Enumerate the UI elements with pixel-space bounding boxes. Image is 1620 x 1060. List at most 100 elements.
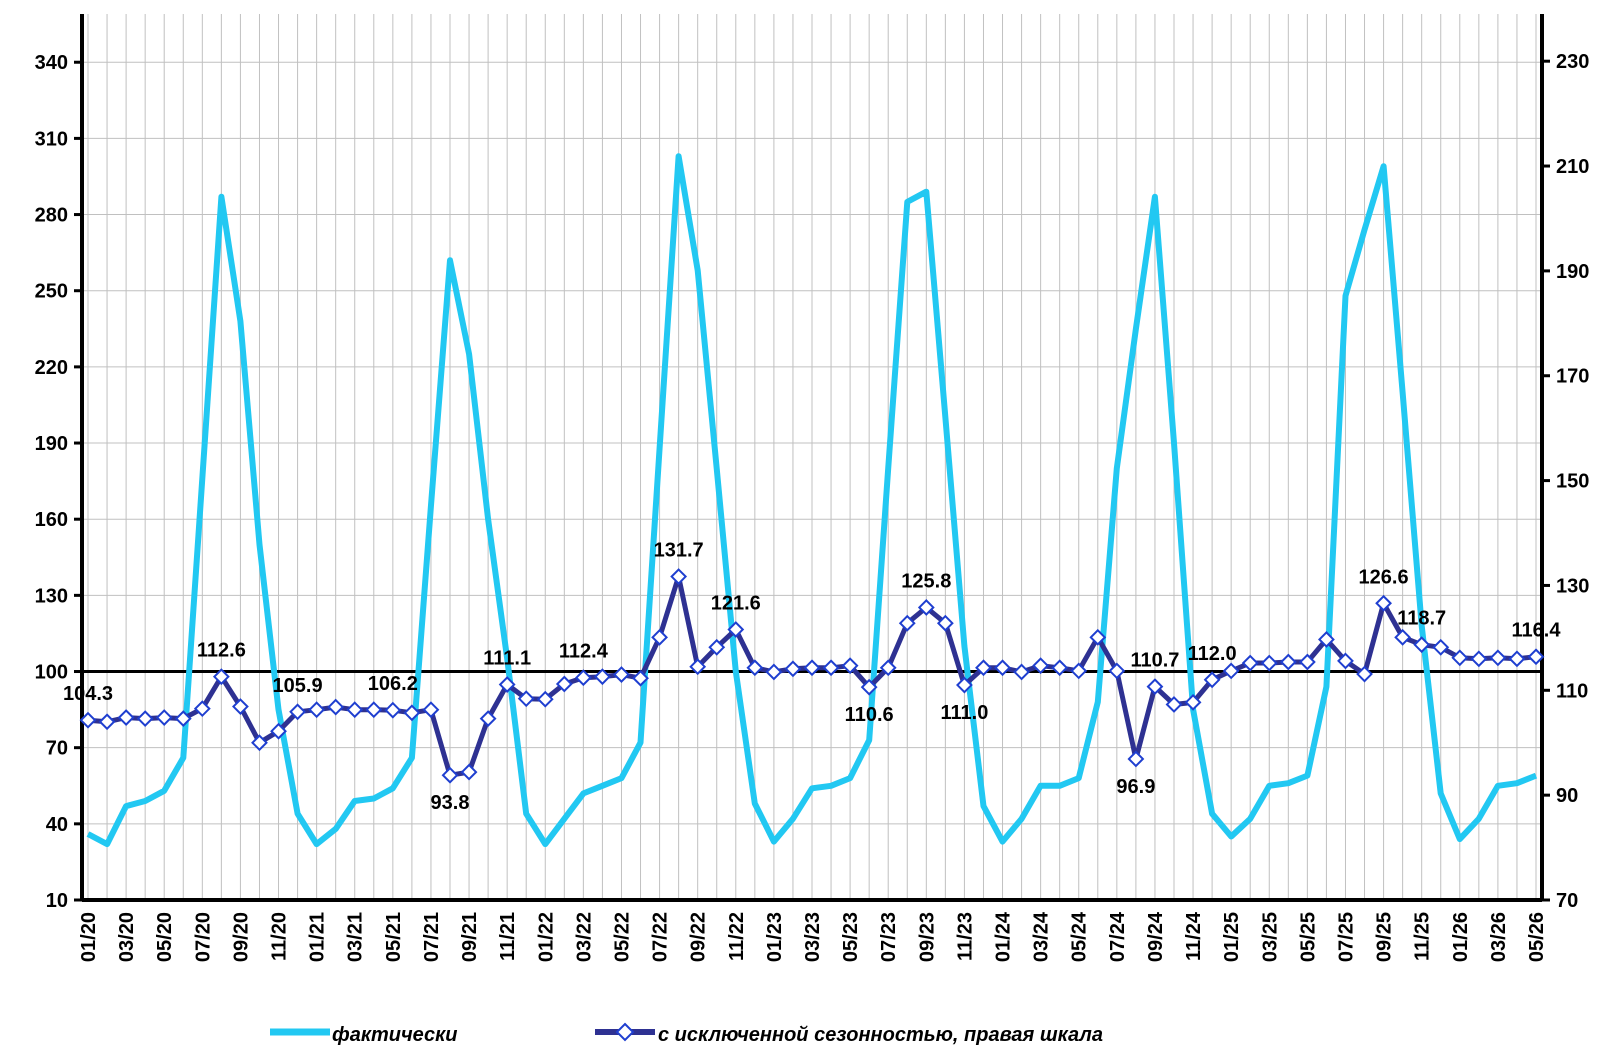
marker (841, 657, 859, 675)
data-label: 93.8 (431, 792, 470, 814)
marker (956, 676, 973, 694)
marker (441, 766, 459, 784)
y-tick-label: 190 (35, 433, 68, 455)
x-tick-label: 07/20 (192, 912, 214, 962)
data-label: 111.0 (940, 702, 988, 724)
y2-tick-label: 170 (1556, 366, 1589, 388)
y-tick-label: 100 (35, 662, 68, 684)
x-tick-label: 05/21 (383, 912, 405, 962)
marker (270, 722, 287, 740)
x-tick-label: 05/25 (1297, 912, 1319, 962)
x-tick-label: 11/22 (726, 912, 748, 961)
data-label: 118.7 (1397, 608, 1446, 630)
marker (232, 698, 249, 715)
marker (136, 710, 154, 728)
y-tick-label: 40 (46, 814, 68, 836)
marker (1356, 665, 1373, 683)
marker (994, 659, 1011, 677)
marker (79, 711, 97, 729)
marker (1508, 650, 1526, 668)
marker (1298, 653, 1316, 671)
marker (1203, 671, 1221, 689)
marker (1070, 662, 1088, 680)
x-tick-label: 11/25 (1412, 912, 1434, 961)
marker (117, 709, 135, 726)
y2-tick-label: 190 (1556, 261, 1589, 283)
marker (746, 659, 764, 677)
marker (613, 666, 630, 683)
marker (594, 668, 611, 686)
marker (1279, 653, 1297, 671)
data-label: 96.9 (1116, 776, 1155, 798)
marker (879, 659, 897, 677)
y-tick-label: 340 (35, 52, 68, 74)
marker (536, 690, 554, 708)
marker (1032, 657, 1050, 675)
data-label: 110.6 (845, 704, 894, 726)
x-tick-label: 07/22 (650, 912, 672, 962)
x-tick-label: 05/24 (1069, 911, 1091, 962)
x-tick-label: 09/22 (688, 912, 710, 962)
marker (1127, 750, 1145, 768)
marker (1108, 662, 1126, 680)
y-tick-label: 160 (35, 509, 68, 531)
marker (517, 690, 535, 708)
y-tick-label: 250 (35, 281, 68, 303)
marker (1375, 594, 1392, 612)
marker (917, 599, 935, 616)
x-tick-label: 11/23 (954, 912, 976, 961)
marker (936, 614, 954, 632)
marker (727, 621, 745, 638)
x-tick-label: 03/26 (1488, 912, 1510, 962)
marker (1470, 650, 1488, 668)
x-tick-label: 03/24 (1031, 911, 1053, 962)
data-label: 111.1 (483, 648, 531, 670)
marker (784, 660, 802, 678)
marker (822, 659, 840, 677)
y-tick-label: 130 (35, 585, 68, 607)
marker (174, 710, 192, 728)
y2-tick-label: 210 (1556, 156, 1589, 178)
legend-label: фактически (332, 1024, 457, 1046)
data-label: 131.7 (654, 540, 704, 562)
x-tick-label: 03/25 (1259, 912, 1281, 962)
x-tick-label: 01/26 (1450, 912, 1472, 962)
x-tick-label: 01/20 (78, 912, 100, 962)
y-tick-label: 280 (35, 205, 68, 227)
y-tick-label: 70 (46, 738, 68, 760)
x-tick-label: 07/21 (421, 912, 443, 962)
marker (1260, 654, 1278, 672)
x-tick-label: 03/23 (802, 912, 824, 962)
x-tick-label: 03/22 (573, 912, 595, 962)
y-tick-label: 10 (46, 890, 68, 912)
marker (708, 638, 726, 656)
marker (1394, 628, 1412, 646)
x-tick-label: 07/25 (1335, 912, 1357, 962)
marker (1146, 678, 1164, 696)
x-tick-label: 09/23 (916, 912, 938, 962)
marker (1451, 649, 1469, 667)
marker (1051, 659, 1069, 677)
x-tick-label: 09/25 (1374, 912, 1396, 962)
x-tick-label: 05/26 (1526, 912, 1548, 962)
marker (1222, 662, 1240, 680)
y2-tick-label: 150 (1556, 471, 1589, 493)
marker (574, 669, 592, 687)
marker (479, 710, 497, 728)
x-tick-label: 01/22 (535, 912, 557, 962)
marker (365, 701, 383, 719)
data-label: 112.0 (1188, 643, 1237, 665)
marker (975, 659, 992, 677)
marker (1527, 648, 1545, 666)
x-tick-label: 11/20 (269, 912, 291, 961)
x-tick-label: 01/24 (993, 911, 1015, 962)
x-tick-label: 01/23 (764, 912, 786, 962)
data-label: 125.8 (901, 570, 951, 592)
marker (898, 614, 916, 632)
x-tick-label: 05/22 (611, 912, 633, 962)
marker (98, 713, 116, 731)
marker (251, 734, 268, 752)
series-line (86, 153, 1538, 848)
marker (1184, 693, 1202, 711)
data-label: 116.4 (1512, 620, 1562, 642)
